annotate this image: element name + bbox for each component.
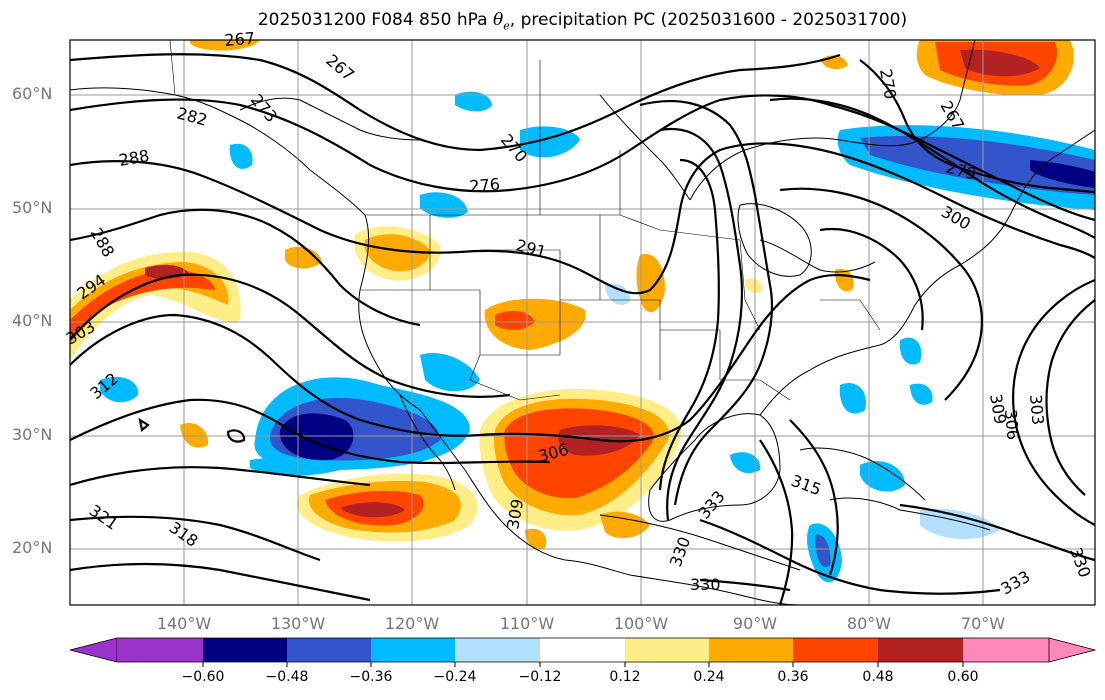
- colorbar-bin: [963, 638, 1049, 662]
- contour-label: 267: [224, 28, 256, 50]
- colorbar-tick-label: −0.36: [349, 669, 393, 685]
- lat-label-30n: 30°N: [12, 425, 53, 444]
- colorbar: [69, 637, 1097, 667]
- lon-label-80w: 80°W: [846, 614, 892, 633]
- colorbar-tick-label: −0.48: [265, 669, 309, 685]
- lat-label-20n: 20°N: [12, 538, 53, 557]
- map-title: 2025031200 F084 850 hPa θe, precipitatio…: [257, 10, 908, 33]
- colorbar-tick-label: −0.12: [518, 669, 562, 685]
- colorbar-extend-min: [69, 637, 118, 663]
- colorbar-bin: [287, 638, 371, 662]
- lon-label-70w: 70°W: [960, 614, 1006, 633]
- political-borders: [169, 40, 881, 401]
- colorbar-tick-label: 0.60: [947, 669, 979, 685]
- lon-label-120w: 120°W: [384, 614, 440, 633]
- graticule: [70, 40, 1095, 605]
- colorbar-bin: [117, 638, 203, 662]
- lon-label-100w: 100°W: [613, 614, 669, 633]
- colorbar-bin: [625, 638, 709, 662]
- contour-label: 306: [1001, 409, 1023, 441]
- theta-e-contours: [70, 53, 1095, 605]
- colorbar-tick-label: −0.60: [181, 669, 225, 685]
- colorbar-extend-max: [1048, 637, 1097, 663]
- colorbar-bin: [709, 638, 793, 662]
- contour-label: 303: [1026, 394, 1048, 426]
- colorbar-tick-label: 0.12: [609, 669, 641, 685]
- contour-label: 276: [469, 174, 501, 196]
- lon-label-130w: 130°W: [270, 614, 326, 633]
- coastlines: [70, 40, 1095, 605]
- colorbar-tick-label: 0.36: [777, 669, 809, 685]
- lat-label-40n: 40°N: [12, 311, 53, 330]
- colorbar-bin: [878, 638, 963, 662]
- lat-label-60n: 60°N: [12, 84, 53, 103]
- contour-label: 330: [690, 575, 721, 594]
- precip-shading: [70, 40, 1095, 583]
- colorbar-tick-label: 0.24: [693, 669, 725, 685]
- colorbar-bin: [371, 638, 455, 662]
- lon-label-90w: 90°W: [732, 614, 778, 633]
- colorbar-bin: [793, 638, 878, 662]
- colorbar-bin: [455, 638, 540, 662]
- map-frame: [69, 39, 1096, 606]
- lat-label-50n: 50°N: [12, 198, 53, 217]
- colorbar-tick-label: 0.48: [862, 669, 894, 685]
- lon-label-110w: 110°W: [499, 614, 555, 633]
- colorbar-bin: [540, 638, 625, 662]
- colorbar-tick-label: −0.24: [433, 669, 477, 685]
- colorbar-bin: [203, 638, 287, 662]
- lon-label-140w: 140°W: [156, 614, 212, 633]
